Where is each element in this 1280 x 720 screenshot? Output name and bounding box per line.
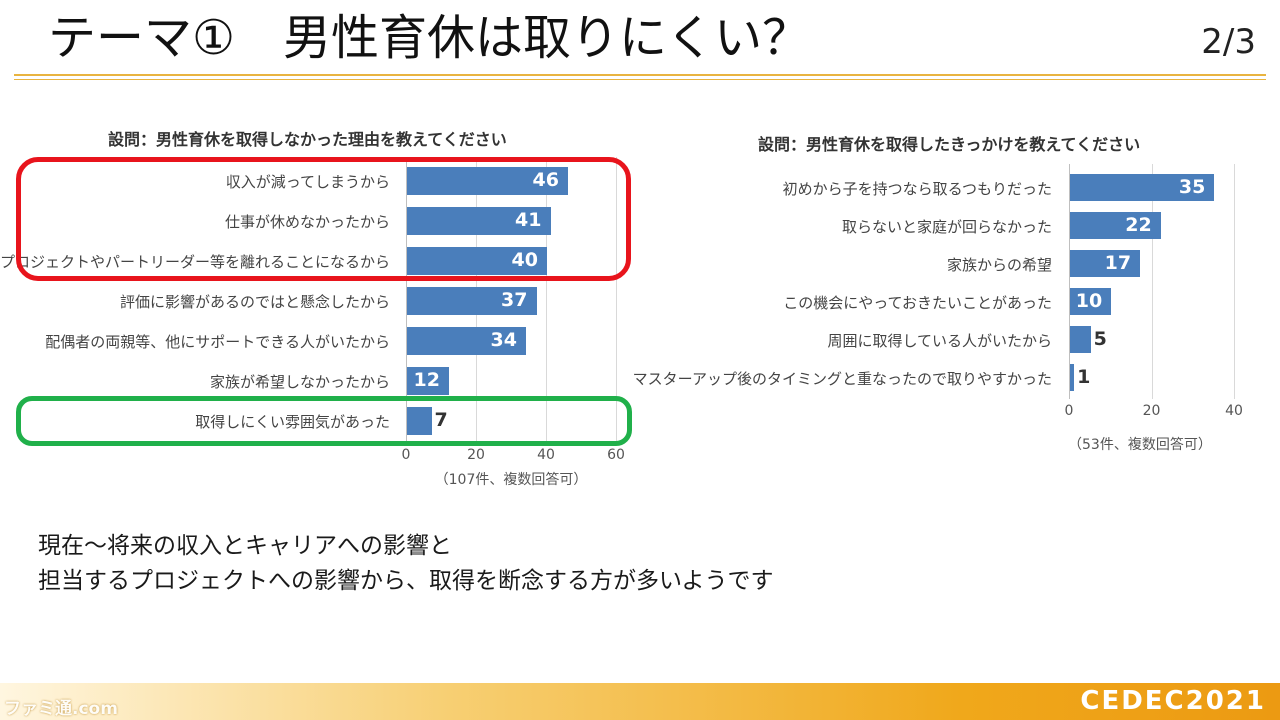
category-label: マスターアップ後のタイミングと重なったので取りやすかった <box>632 369 1052 388</box>
header-rule-thin <box>14 79 1266 80</box>
watermark: ファミ通.com <box>4 699 118 719</box>
bar <box>1070 326 1091 353</box>
category-label: 収入が減ってしまうから <box>225 173 390 191</box>
data-label: 37 <box>501 289 528 311</box>
bar <box>407 167 568 195</box>
category-label: 初めから子を持つなら取るつもりだった <box>782 179 1052 198</box>
header-rule <box>14 74 1266 76</box>
left-chart-title: 設問：男性育休を取得しなかった理由を教えてください <box>108 130 507 149</box>
category-label: 家族からの希望 <box>946 255 1052 274</box>
x-tick-label: 20 <box>467 447 485 463</box>
data-label: 5 <box>1093 327 1107 350</box>
x-tick-label: 0 <box>1064 403 1074 419</box>
bar <box>407 207 551 235</box>
bar <box>407 247 547 275</box>
bar <box>407 327 526 355</box>
left-chart-note: （107件、複数回答可） <box>434 472 588 488</box>
data-label: 40 <box>511 249 538 271</box>
data-label: 17 <box>1104 251 1132 274</box>
category-label: 配偶者の両親等、他にサポートできる人がいたから <box>45 333 390 351</box>
category-label: この機会にやっておきたいことがあった <box>783 293 1052 312</box>
category-label: 周囲に取得している人がいたから <box>827 331 1052 350</box>
category-label: 取らないと家庭が回らなかった <box>841 217 1052 236</box>
data-label: 10 <box>1075 289 1103 312</box>
category-label: プロジェクトやパートリーダー等を離れることになるから <box>0 253 390 271</box>
slide-title: テーマ① 男性育休は取りにくい？ <box>48 10 811 66</box>
highlight-box-red <box>16 157 631 281</box>
bar <box>407 287 537 315</box>
gridline <box>1069 164 1070 399</box>
category-label: 取得しにくい雰囲気があった <box>195 413 390 431</box>
x-tick-label: 0 <box>401 447 411 463</box>
right-chart-title: 設問：男性育休を取得したきっかけを教えてください <box>758 135 1141 154</box>
highlight-box-green <box>16 396 632 446</box>
x-tick-label: 40 <box>537 447 555 463</box>
bar <box>1070 174 1215 201</box>
page-number: 2/3 <box>1201 22 1256 62</box>
gridline <box>1151 164 1153 399</box>
bar <box>1070 288 1112 315</box>
bar <box>407 407 432 435</box>
bar <box>1070 364 1075 391</box>
summary-line-1: 現在～将来の収入とキャリアへの影響と <box>38 533 452 559</box>
data-label: 34 <box>490 329 517 351</box>
x-tick-label: 60 <box>607 447 625 463</box>
category-label: 評価に影響があるのではと懸念したから <box>119 293 390 311</box>
category-label: 家族が希望しなかったから <box>209 373 390 391</box>
data-label: 7 <box>434 409 448 431</box>
summary-line-2: 担当するプロジェクトへの影響から、取得を断念する方が多いようです <box>38 568 774 594</box>
gridline <box>406 157 407 443</box>
bar <box>1070 250 1141 277</box>
right-chart-note: （53件、複数回答可） <box>1068 437 1212 453</box>
data-label: 22 <box>1125 213 1152 236</box>
x-tick-label: 20 <box>1142 403 1161 419</box>
x-tick-label: 40 <box>1225 403 1243 419</box>
category-label: 仕事が休めなかったから <box>224 213 390 231</box>
data-label: 12 <box>413 369 440 391</box>
data-label: 1 <box>1077 365 1091 388</box>
data-label: 35 <box>1178 175 1206 198</box>
gridline <box>1234 164 1235 399</box>
bar <box>407 367 449 395</box>
footer-band <box>0 683 1280 720</box>
bar <box>1070 212 1161 239</box>
cedec-logo: CEDEC2021 <box>1080 686 1266 716</box>
data-label: 46 <box>532 169 559 191</box>
gridline <box>546 157 547 443</box>
gridline <box>616 157 617 443</box>
data-label: 41 <box>515 209 542 231</box>
